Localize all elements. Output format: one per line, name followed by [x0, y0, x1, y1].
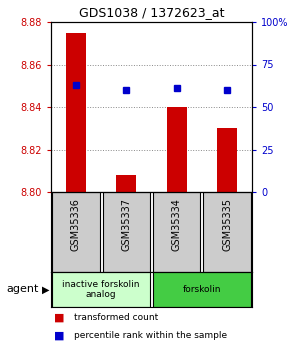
Bar	[116, 175, 136, 192]
Bar	[153, 192, 200, 272]
Bar	[66, 33, 86, 192]
Bar	[153, 272, 251, 307]
Title: GDS1038 / 1372623_at: GDS1038 / 1372623_at	[79, 7, 224, 19]
Bar	[167, 107, 187, 192]
Text: ▶: ▶	[42, 285, 50, 295]
Text: GSM35335: GSM35335	[222, 198, 232, 252]
Text: percentile rank within the sample: percentile rank within the sample	[74, 331, 227, 340]
Bar	[203, 192, 251, 272]
Text: forskolin: forskolin	[183, 285, 221, 294]
Text: agent: agent	[7, 285, 39, 295]
Text: GSM35334: GSM35334	[172, 198, 182, 251]
Bar	[217, 128, 237, 192]
Bar	[103, 192, 150, 272]
Text: transformed count: transformed count	[74, 313, 158, 322]
Text: ■: ■	[54, 313, 64, 323]
Text: ■: ■	[54, 331, 64, 341]
Bar	[52, 272, 150, 307]
Text: inactive forskolin
analog: inactive forskolin analog	[62, 280, 140, 299]
Text: GSM35337: GSM35337	[121, 198, 131, 252]
Text: GSM35336: GSM35336	[71, 198, 81, 251]
Bar	[52, 192, 100, 272]
